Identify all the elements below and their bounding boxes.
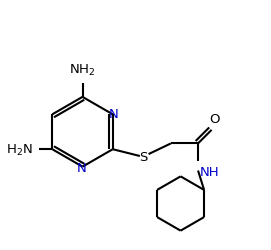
- Text: NH: NH: [200, 165, 220, 178]
- Text: H$_2$N: H$_2$N: [6, 142, 33, 157]
- Text: O: O: [209, 112, 220, 126]
- Text: N: N: [109, 108, 119, 120]
- Text: NH$_2$: NH$_2$: [69, 63, 96, 78]
- Text: S: S: [140, 151, 148, 164]
- Text: N: N: [77, 162, 86, 174]
